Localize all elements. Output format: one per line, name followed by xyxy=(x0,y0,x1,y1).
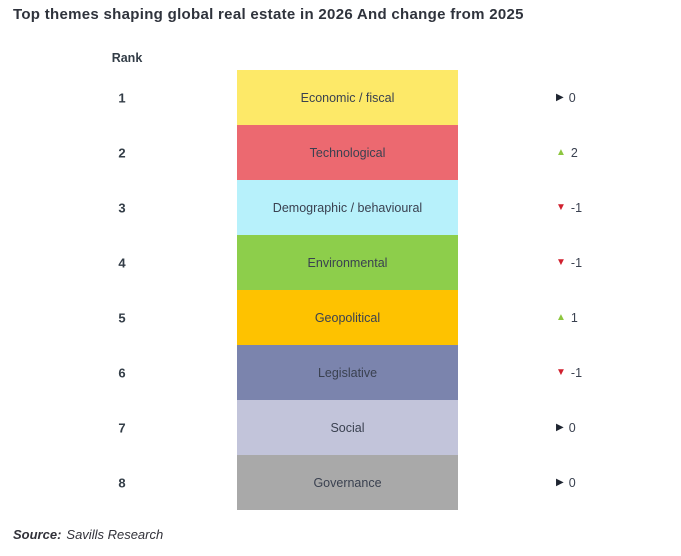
rank-number: 4 xyxy=(118,255,126,270)
table-row: 8 Governance ▶ 0 xyxy=(0,455,681,510)
theme-label: Demographic / behavioural xyxy=(272,200,423,215)
change-up-icon: ▲ xyxy=(556,311,566,323)
change-value: 0 xyxy=(568,420,576,435)
theme-label: Legislative xyxy=(317,365,378,380)
change-value: -1 xyxy=(570,255,583,270)
theme-bar: Legislative xyxy=(237,345,458,400)
change-value: 1 xyxy=(570,310,578,325)
table-row: 7 Social ▶ 0 xyxy=(0,400,681,455)
change-same-icon: ▶ xyxy=(556,91,564,103)
table-row: 3 Demographic / behavioural ▼ -1 xyxy=(0,180,681,235)
change-indicator: ▲ 1 xyxy=(556,311,578,325)
table-row: 6 Legislative ▼ -1 xyxy=(0,345,681,400)
change-value: 0 xyxy=(568,475,576,490)
rank-number: 3 xyxy=(118,200,126,215)
change-down-icon: ▼ xyxy=(556,201,566,213)
change-indicator: ▶ 0 xyxy=(556,91,576,105)
theme-bar: Social xyxy=(237,400,458,455)
change-indicator: ▼ -1 xyxy=(556,366,582,380)
table-row: 4 Environmental ▼ -1 xyxy=(0,235,681,290)
rank-column-header: Rank xyxy=(111,51,143,65)
theme-label: Technological xyxy=(309,145,386,160)
theme-bar: Environmental xyxy=(237,235,458,290)
change-down-icon: ▼ xyxy=(556,256,566,268)
change-up-icon: ▲ xyxy=(556,146,566,158)
rank-number: 8 xyxy=(118,475,126,490)
change-value: 0 xyxy=(568,90,576,105)
change-indicator: ▲ 2 xyxy=(556,146,578,160)
theme-bar: Economic / fiscal xyxy=(237,70,458,125)
theme-label: Social xyxy=(330,420,365,435)
change-same-icon: ▶ xyxy=(556,476,564,488)
theme-label: Governance xyxy=(313,475,382,490)
theme-bar: Technological xyxy=(237,125,458,180)
change-indicator: ▼ -1 xyxy=(556,256,582,270)
change-value: -1 xyxy=(570,200,583,215)
table-row: 2 Technological ▲ 2 xyxy=(0,125,681,180)
change-value: 2 xyxy=(570,145,578,160)
chart-title: Top themes shaping global real estate in… xyxy=(13,6,524,23)
change-down-icon: ▼ xyxy=(556,366,566,378)
theme-label: Economic / fiscal xyxy=(300,90,395,105)
table-row: 5 Geopolitical ▲ 1 xyxy=(0,290,681,345)
source-line: Source: Savills Research xyxy=(13,527,163,542)
change-indicator: ▼ -1 xyxy=(556,201,582,215)
source-text: Savills Research xyxy=(66,527,164,542)
change-indicator: ▶ 0 xyxy=(556,476,576,490)
rank-number: 6 xyxy=(118,365,126,380)
change-indicator: ▶ 0 xyxy=(556,421,576,435)
theme-bar: Geopolitical xyxy=(237,290,458,345)
change-same-icon: ▶ xyxy=(556,421,564,433)
theme-label: Geopolitical xyxy=(314,310,381,325)
rank-number: 5 xyxy=(118,310,126,325)
rank-number: 2 xyxy=(118,145,126,160)
rank-number: 7 xyxy=(118,420,126,435)
table-row: 1 Economic / fiscal ▶ 0 xyxy=(0,70,681,125)
theme-bar: Governance xyxy=(237,455,458,510)
source-label: Source: xyxy=(13,527,62,542)
change-value: -1 xyxy=(570,365,583,380)
theme-label: Environmental xyxy=(307,255,388,270)
theme-bar: Demographic / behavioural xyxy=(237,180,458,235)
rank-number: 1 xyxy=(118,90,126,105)
